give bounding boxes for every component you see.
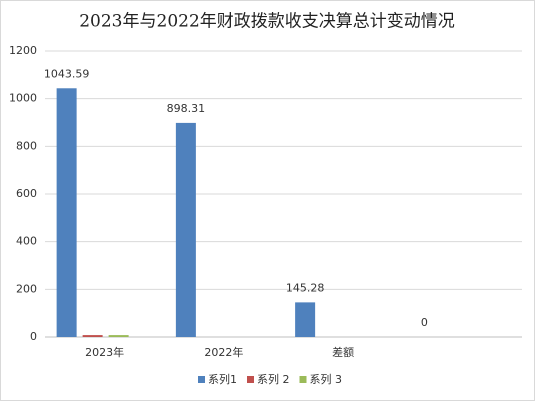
legend-label: 系列1 [208, 372, 237, 386]
y-tick-label: 0 [30, 330, 37, 343]
y-tick-label: 800 [16, 139, 37, 152]
legend-swatch [247, 376, 254, 383]
y-tick-label: 600 [16, 187, 37, 200]
data-label: 898.31 [167, 102, 206, 115]
bar [82, 335, 103, 337]
y-tick-label: 200 [16, 282, 37, 295]
bar [295, 302, 316, 337]
x-tick-label: 差额 [332, 345, 354, 359]
legend-swatch [198, 376, 205, 383]
bar [108, 335, 129, 337]
bar [56, 88, 77, 338]
y-tick-label: 1000 [9, 92, 37, 105]
data-label: 145.28 [286, 281, 325, 294]
data-label: 0 [421, 316, 428, 329]
y-tick-label: 1200 [9, 44, 37, 57]
x-tick-label: 2022年 [204, 345, 243, 359]
x-tick-label: 2023年 [85, 345, 124, 359]
legend-label: 系列 2 [257, 372, 290, 386]
data-label: 1043.59 [44, 67, 90, 80]
bar [175, 122, 196, 337]
legend-swatch [299, 376, 307, 383]
legend-label: 系列 3 [310, 372, 343, 386]
y-tick-label: 400 [16, 235, 37, 248]
chart-title: 2023年与2022年财政拨款收支决算总计变动情况 [79, 12, 455, 32]
